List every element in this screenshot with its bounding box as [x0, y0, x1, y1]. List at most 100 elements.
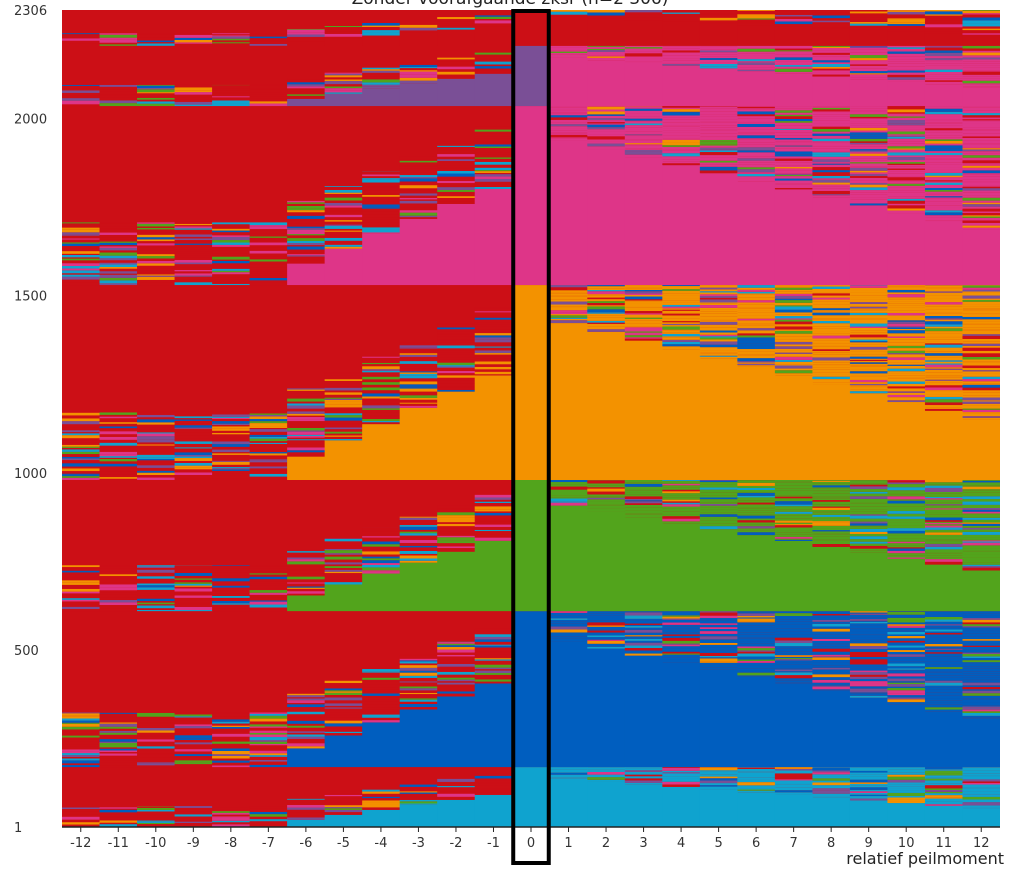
heatmap-cell: [662, 145, 701, 147]
heatmap-cell: [174, 739, 213, 743]
heatmap-cell: [212, 414, 251, 417]
heatmap-cell: [849, 787, 888, 790]
heatmap-cell: [324, 690, 363, 692]
heatmap-cell: [849, 292, 888, 296]
heatmap-cell: [699, 499, 738, 503]
heatmap-cell: [249, 414, 288, 417]
heatmap-cell: [699, 489, 738, 493]
heatmap-cell: [737, 320, 776, 324]
heatmap-cell: [362, 530, 401, 532]
heatmap-cell: [287, 205, 326, 209]
heatmap-cell: [549, 621, 588, 624]
heatmap-cell: [99, 447, 138, 451]
heatmap-cell: [812, 684, 851, 686]
heatmap-cell: [62, 565, 101, 568]
heatmap-cell: [849, 379, 888, 383]
heatmap-cell: [549, 10, 588, 12]
heatmap-cell: [887, 767, 926, 770]
heatmap-cell: [212, 279, 251, 283]
heatmap-cell: [924, 339, 963, 342]
heatmap-cell: [962, 359, 1000, 362]
heatmap-cell: [62, 591, 101, 594]
heatmap-cell: [812, 367, 851, 370]
heatmap-cell: [699, 157, 738, 161]
x-tick-label: 5: [714, 836, 722, 851]
heatmap-cell: [287, 389, 326, 391]
heatmap-cell: [849, 520, 888, 522]
heatmap-cell: [887, 391, 926, 393]
heatmap-cell: [699, 482, 738, 485]
heatmap-cell: [62, 716, 101, 719]
heatmap-cell: [849, 46, 888, 48]
heatmap-cell: [474, 647, 513, 649]
heatmap-cell: [962, 229, 1000, 286]
heatmap-cell: [212, 96, 251, 98]
heatmap-cell: [99, 451, 138, 455]
heatmap-cell: [962, 496, 1000, 500]
heatmap-cell: [437, 671, 476, 675]
heatmap-cell: [212, 473, 251, 476]
heatmap-cell: [887, 117, 926, 121]
heatmap-cell: [887, 772, 926, 775]
heatmap-cell: [962, 807, 1000, 809]
heatmap-cell: [362, 214, 401, 218]
heatmap-cell: [774, 350, 813, 353]
heatmap-cell: [437, 146, 476, 151]
heatmap-cell: [399, 207, 438, 211]
heatmap-cell: [437, 21, 476, 24]
heatmap-cell: [249, 267, 288, 270]
heatmap-cell: [812, 525, 851, 529]
heatmap-cell: [399, 535, 438, 538]
heatmap-cell: [324, 433, 363, 436]
heatmap-cell: [849, 789, 888, 792]
heatmap-cell: [474, 329, 513, 332]
heatmap-cell: [812, 167, 851, 171]
heatmap-cell: [774, 139, 813, 142]
heatmap-cell: [849, 121, 888, 124]
heatmap-cell: [287, 812, 326, 816]
heatmap-cell: [962, 793, 1000, 795]
heatmap-cell: [212, 716, 251, 720]
heatmap-cell: [137, 567, 176, 570]
heatmap-cell: [924, 376, 963, 378]
heatmap-cell: [849, 359, 888, 361]
heatmap-cell: [849, 184, 888, 188]
heatmap-cell: [924, 621, 963, 625]
heatmap-cell: [212, 575, 251, 579]
heatmap-cell: [474, 651, 513, 653]
heatmap-cell: [849, 625, 888, 629]
heatmap-cell: [474, 366, 513, 370]
heatmap-cell: [924, 631, 963, 633]
heatmap-cell: [324, 798, 363, 803]
heatmap-cell: [549, 611, 588, 613]
heatmap-cell: [699, 615, 738, 619]
heatmap-cell: [737, 634, 776, 638]
heatmap-cell: [549, 134, 588, 138]
heatmap-cell: [774, 498, 813, 502]
heatmap-cell: [849, 498, 888, 503]
heatmap-cell: [699, 339, 738, 342]
heatmap-cell: [662, 153, 701, 157]
heatmap-cell: [812, 672, 851, 675]
heatmap-cell: [587, 505, 626, 508]
heatmap-cell: [474, 307, 513, 309]
heatmap-cell: [887, 123, 926, 126]
heatmap-cell: [849, 776, 888, 779]
heatmap-cell: [924, 704, 963, 708]
heatmap-cell: [99, 737, 138, 740]
heatmap-cell: [399, 801, 438, 804]
heatmap-cell: [887, 797, 926, 800]
heatmap-cell: [549, 45, 588, 48]
heatmap-cell: [849, 774, 888, 777]
heatmap-cell: [99, 418, 138, 421]
heatmap-cell: [849, 688, 888, 691]
heatmap-cell: [287, 439, 326, 441]
heatmap-cell: [887, 143, 926, 147]
heatmap-cell: [812, 10, 851, 11]
heatmap-cell: [624, 148, 663, 150]
heatmap-cell: [99, 280, 138, 284]
heatmap-cell: [249, 436, 288, 439]
heatmap-cell: [812, 637, 851, 639]
heatmap-cell: [137, 427, 176, 430]
heatmap-cell: [549, 130, 588, 133]
